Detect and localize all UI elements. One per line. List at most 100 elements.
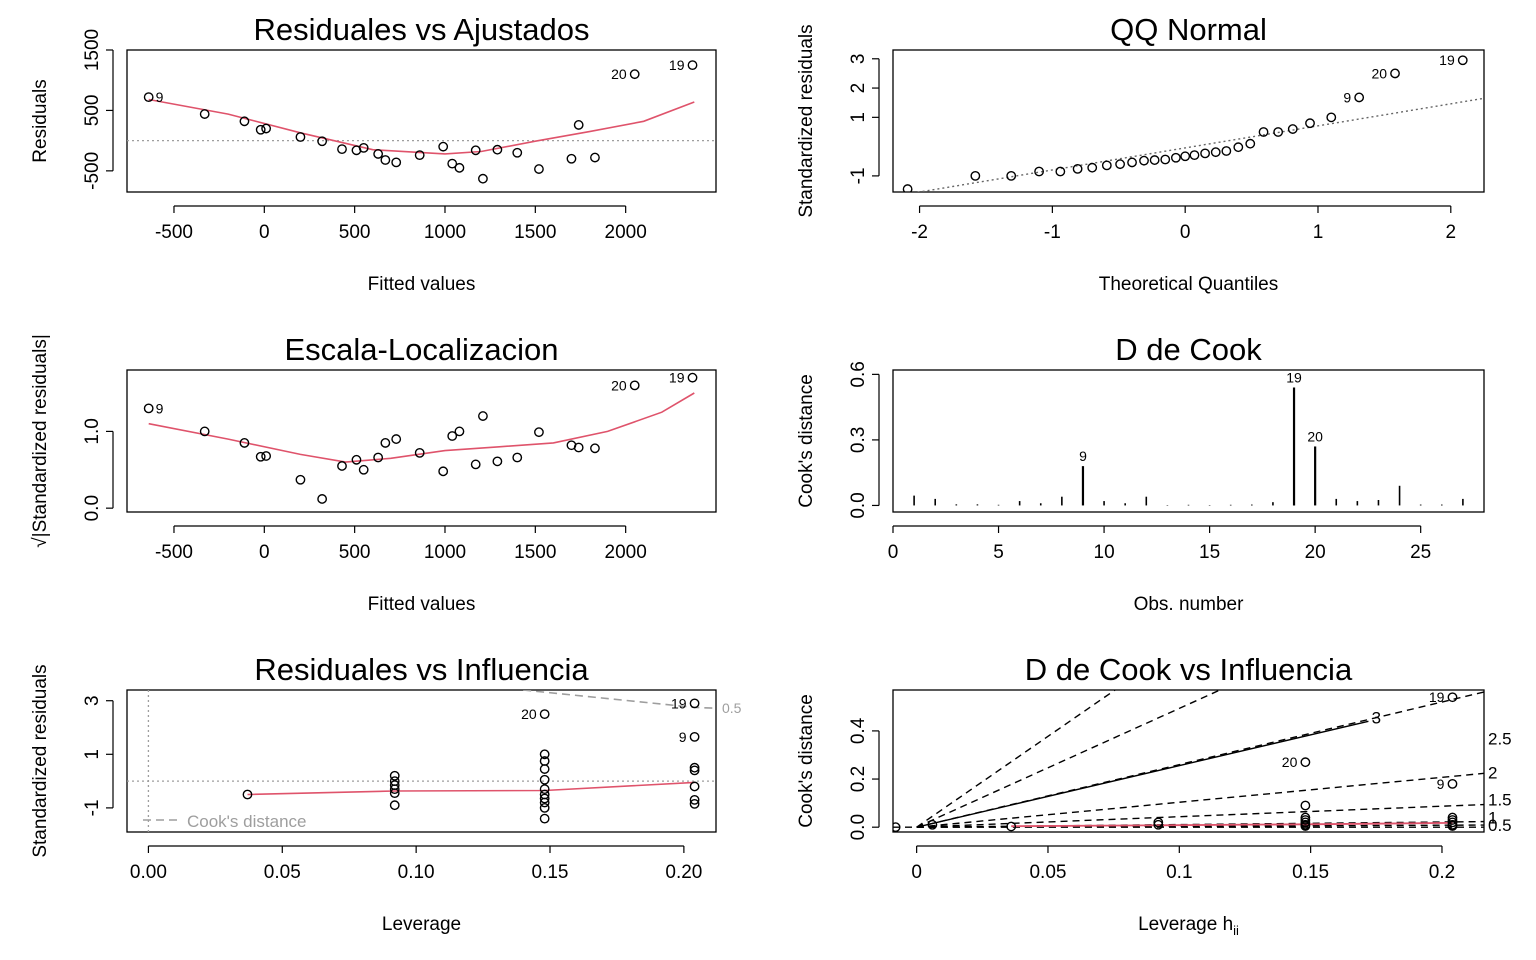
- y-tick-label: 1.0: [82, 418, 103, 444]
- data-point: [539, 764, 550, 774]
- data-point: [534, 164, 544, 174]
- data-point: [1210, 147, 1221, 158]
- data-point: [478, 411, 488, 421]
- bar-label: 9: [1079, 448, 1087, 464]
- data-point: [689, 794, 700, 805]
- plot-frame: [892, 689, 1485, 833]
- cooks-contour-line: [523, 690, 716, 709]
- data-point: [358, 464, 369, 475]
- plot-area: [127, 690, 716, 832]
- x-tick-label: 2000: [605, 542, 647, 563]
- data-point: [391, 157, 402, 168]
- x-tick-label: 0.05: [264, 862, 301, 883]
- x-tick-label: -2: [911, 222, 928, 243]
- panel-5: Residuales vs Influencia 0.00 0.05 0.10 0.15…: [30, 652, 742, 935]
- point-label: 20: [1371, 65, 1387, 81]
- bar-label: 19: [1286, 369, 1302, 385]
- data-point: [373, 149, 384, 159]
- contour-label: 1.5: [1488, 791, 1512, 810]
- x-axis-label: Obs. number: [1134, 594, 1244, 615]
- x-tick-label: 0.15: [532, 862, 569, 883]
- data-point: [351, 454, 362, 465]
- plot-title: D de Cook vs Influencia: [1025, 652, 1353, 687]
- data-point: [414, 447, 425, 458]
- y-axis-label: √|Standardized residuals|: [30, 334, 51, 548]
- data-point: [539, 709, 550, 720]
- point-label: 9: [1437, 776, 1445, 792]
- data-point: [927, 819, 938, 830]
- data-point: [1149, 155, 1160, 165]
- x-tick-label: 0.20: [665, 862, 702, 883]
- panel-4: D de Cook 0 5 10 15 20 25 0.0 0.3 0.6 Obs. number C…: [796, 332, 1485, 615]
- data-point: [539, 774, 550, 785]
- point-label: 9: [156, 89, 164, 105]
- data-point: [454, 162, 465, 173]
- x-tick-label: 10: [1094, 542, 1115, 563]
- data-point: [317, 136, 328, 147]
- data-point: [470, 145, 481, 156]
- panel-2: QQ Normal -2 -1 0 1 2 -1 1 2 3 Theoretical Quantil…: [796, 12, 1485, 295]
- point-label: 20: [611, 377, 627, 393]
- data-point: [566, 153, 577, 164]
- data-point: [1189, 150, 1200, 161]
- data-point: [414, 150, 425, 161]
- plot-frame: [126, 689, 717, 833]
- data-point: [689, 698, 700, 709]
- y-tick-label: 1: [848, 112, 869, 123]
- data-point: [492, 456, 503, 467]
- contour-line-solid: [916, 720, 1369, 828]
- data-point: [1457, 55, 1468, 66]
- data-point: [337, 144, 347, 154]
- data-point: [1055, 166, 1066, 177]
- x-tick-label: -1: [1044, 222, 1061, 243]
- data-point: [1447, 778, 1458, 789]
- data-point: [261, 451, 272, 461]
- contour-label: 2.5: [1488, 730, 1512, 749]
- point-label: 19: [669, 57, 685, 73]
- data-point: [1072, 163, 1083, 174]
- y-tick-label: 1: [82, 749, 103, 760]
- panel-3: Escala-Localizacion -500 0 500 1000 1500 2000 0…: [30, 332, 717, 615]
- y-tick-label: 0.3: [848, 427, 869, 453]
- y-tick-label: 0.0: [848, 492, 869, 518]
- data-point: [389, 788, 400, 799]
- x-tick-label: -500: [155, 542, 193, 563]
- point-label: 19: [1439, 52, 1455, 68]
- data-point: [255, 124, 266, 135]
- x-tick-label: 0: [259, 542, 270, 563]
- point-label: 20: [521, 706, 537, 722]
- contour-label-inner: 3: [1372, 709, 1381, 728]
- y-tick-label: 0.4: [848, 717, 869, 744]
- point-label: 20: [1282, 754, 1298, 770]
- contour-label: 2: [1488, 763, 1497, 782]
- data-point: [1101, 160, 1112, 171]
- point-label: 19: [671, 695, 687, 711]
- data-point: [1139, 155, 1149, 166]
- data-point: [512, 452, 523, 463]
- x-axis-label: Theoretical Quantiles: [1099, 274, 1279, 295]
- x-tick-label: 1: [1313, 222, 1324, 243]
- point-label: 20: [611, 66, 627, 82]
- data-point: [902, 184, 913, 192]
- data-point: [317, 494, 328, 504]
- data-point: [389, 784, 400, 795]
- data-point: [573, 442, 584, 453]
- y-tick-label: 1500: [82, 29, 103, 71]
- data-point: [539, 813, 550, 824]
- data-point: [358, 142, 369, 153]
- plot-area: [893, 690, 1484, 832]
- x-tick-label: 0.2: [1429, 862, 1455, 883]
- x-tick-label: 20: [1305, 542, 1326, 563]
- plot-area: [902, 55, 1484, 192]
- data-point: [1233, 142, 1244, 153]
- point-label: 9: [679, 729, 687, 745]
- y-tick-label: 2: [848, 83, 869, 94]
- contour-line: [916, 824, 1484, 828]
- x-axis-label-subscript: ii: [1233, 923, 1239, 938]
- plot-title: D de Cook: [1115, 332, 1262, 367]
- y-tick-label: 0.0: [82, 495, 103, 521]
- y-tick-label: 0.6: [848, 361, 869, 387]
- data-point: [1447, 821, 1458, 831]
- data-point: [438, 466, 449, 477]
- data-point: [539, 802, 550, 813]
